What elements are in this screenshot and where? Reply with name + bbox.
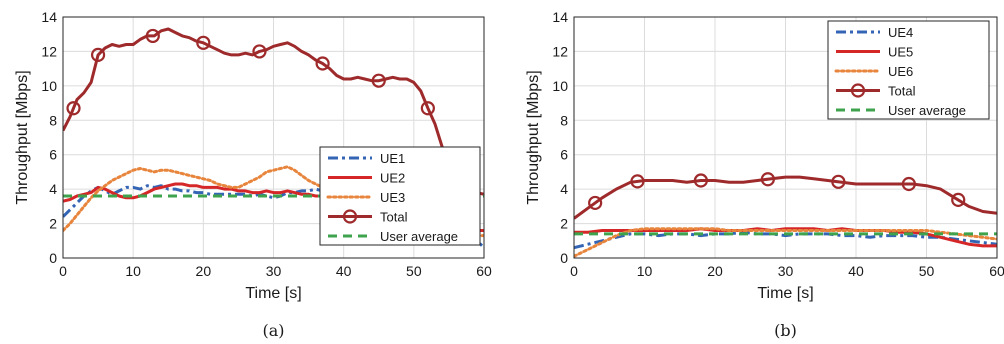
total-marker (90, 47, 106, 62)
total-marker (196, 35, 211, 50)
x-tick-label: 0 (570, 263, 578, 279)
legend-marker-total (342, 209, 358, 224)
x-tick-label: 20 (707, 263, 723, 279)
legend: UE1 UE2 UE3 Total User average (319, 146, 481, 246)
legend: UE4 UE5 UE6 Total User average (827, 20, 990, 120)
total-marker (831, 174, 846, 189)
x-tick-label: 60 (989, 263, 1004, 279)
legend-label: UE2 (380, 171, 405, 186)
y-tick-label: 0 (560, 250, 568, 266)
y-tick-label: 12 (552, 43, 568, 59)
x-axis-label: Time [s] (245, 285, 301, 302)
x-tick-label: 20 (196, 263, 212, 279)
x-tick-label: 30 (778, 263, 794, 279)
chart-b: 0 10 20 30 40 50 60 0 2 4 6 8 10 12 14 Time [s] Throughp… (525, 9, 1004, 340)
y-tick-label: 2 (49, 216, 57, 232)
x-tick-label: 40 (848, 263, 864, 279)
x-tick-label: 10 (637, 263, 653, 279)
series-line-ue6 (574, 227, 997, 258)
legend-label: UE1 (380, 151, 405, 166)
x-tick-label: 40 (336, 263, 352, 279)
x-tick-label: 50 (919, 263, 935, 279)
y-tick-label: 4 (49, 181, 57, 197)
y-tick-label: 14 (41, 9, 57, 25)
y-tick-label: 8 (560, 112, 568, 128)
legend-label: UE3 (380, 190, 405, 205)
figure-caption: (a) (262, 321, 284, 340)
legend-label: UE4 (888, 25, 913, 40)
y-tick-label: 6 (560, 147, 568, 163)
series-line-ue4 (574, 230, 997, 250)
series-line-total (574, 175, 997, 220)
y-tick-label: 4 (560, 181, 568, 197)
legend-label: Total (380, 210, 408, 225)
x-tick-label: 30 (266, 263, 282, 279)
x-tick-label: 50 (406, 263, 422, 279)
axes-frame (573, 16, 998, 259)
y-tick-label: 10 (41, 78, 57, 94)
y-tick-label: 2 (560, 216, 568, 232)
total-marker (252, 44, 267, 59)
y-axis-label: Throughput [Mbps] (525, 70, 542, 204)
legend-label: UE5 (888, 45, 913, 60)
legend-label: User average (888, 103, 966, 118)
total-marker (315, 56, 330, 71)
legend-label: User average (380, 229, 458, 244)
total-marker (760, 172, 775, 187)
x-tick-label: 10 (125, 263, 141, 279)
y-tick-label: 10 (552, 78, 568, 94)
y-tick-label: 14 (552, 9, 568, 25)
y-axis-label: Throughput [Mbps] (14, 70, 31, 204)
legend-label: Total (888, 84, 916, 99)
total-marker (420, 101, 435, 116)
figure-caption: (b) (774, 321, 797, 340)
chart-a: 0 10 20 30 40 50 60 0 2 4 6 8 10 12 14 Time [s] Throughp… (14, 9, 492, 340)
y-tick-label: 8 (49, 112, 57, 128)
plot-area (574, 172, 997, 258)
x-tick-label: 0 (59, 263, 67, 279)
total-marker (901, 176, 916, 192)
x-axis-label: Time [s] (757, 285, 813, 302)
total-marker (693, 173, 709, 188)
x-tick-label: 60 (476, 263, 492, 279)
total-marker (145, 28, 160, 44)
y-tick-label: 12 (41, 43, 57, 59)
total-marker (66, 101, 81, 116)
total-marker (588, 195, 603, 211)
y-tick-label: 0 (49, 250, 57, 266)
total-marker (371, 73, 386, 88)
total-marker (951, 192, 966, 208)
legend-marker-total (850, 83, 866, 98)
y-tick-label: 6 (49, 147, 57, 163)
total-marker (630, 174, 645, 189)
axes-frame (62, 16, 485, 259)
series-line-total (63, 27, 484, 196)
legend-label: UE6 (888, 64, 913, 79)
